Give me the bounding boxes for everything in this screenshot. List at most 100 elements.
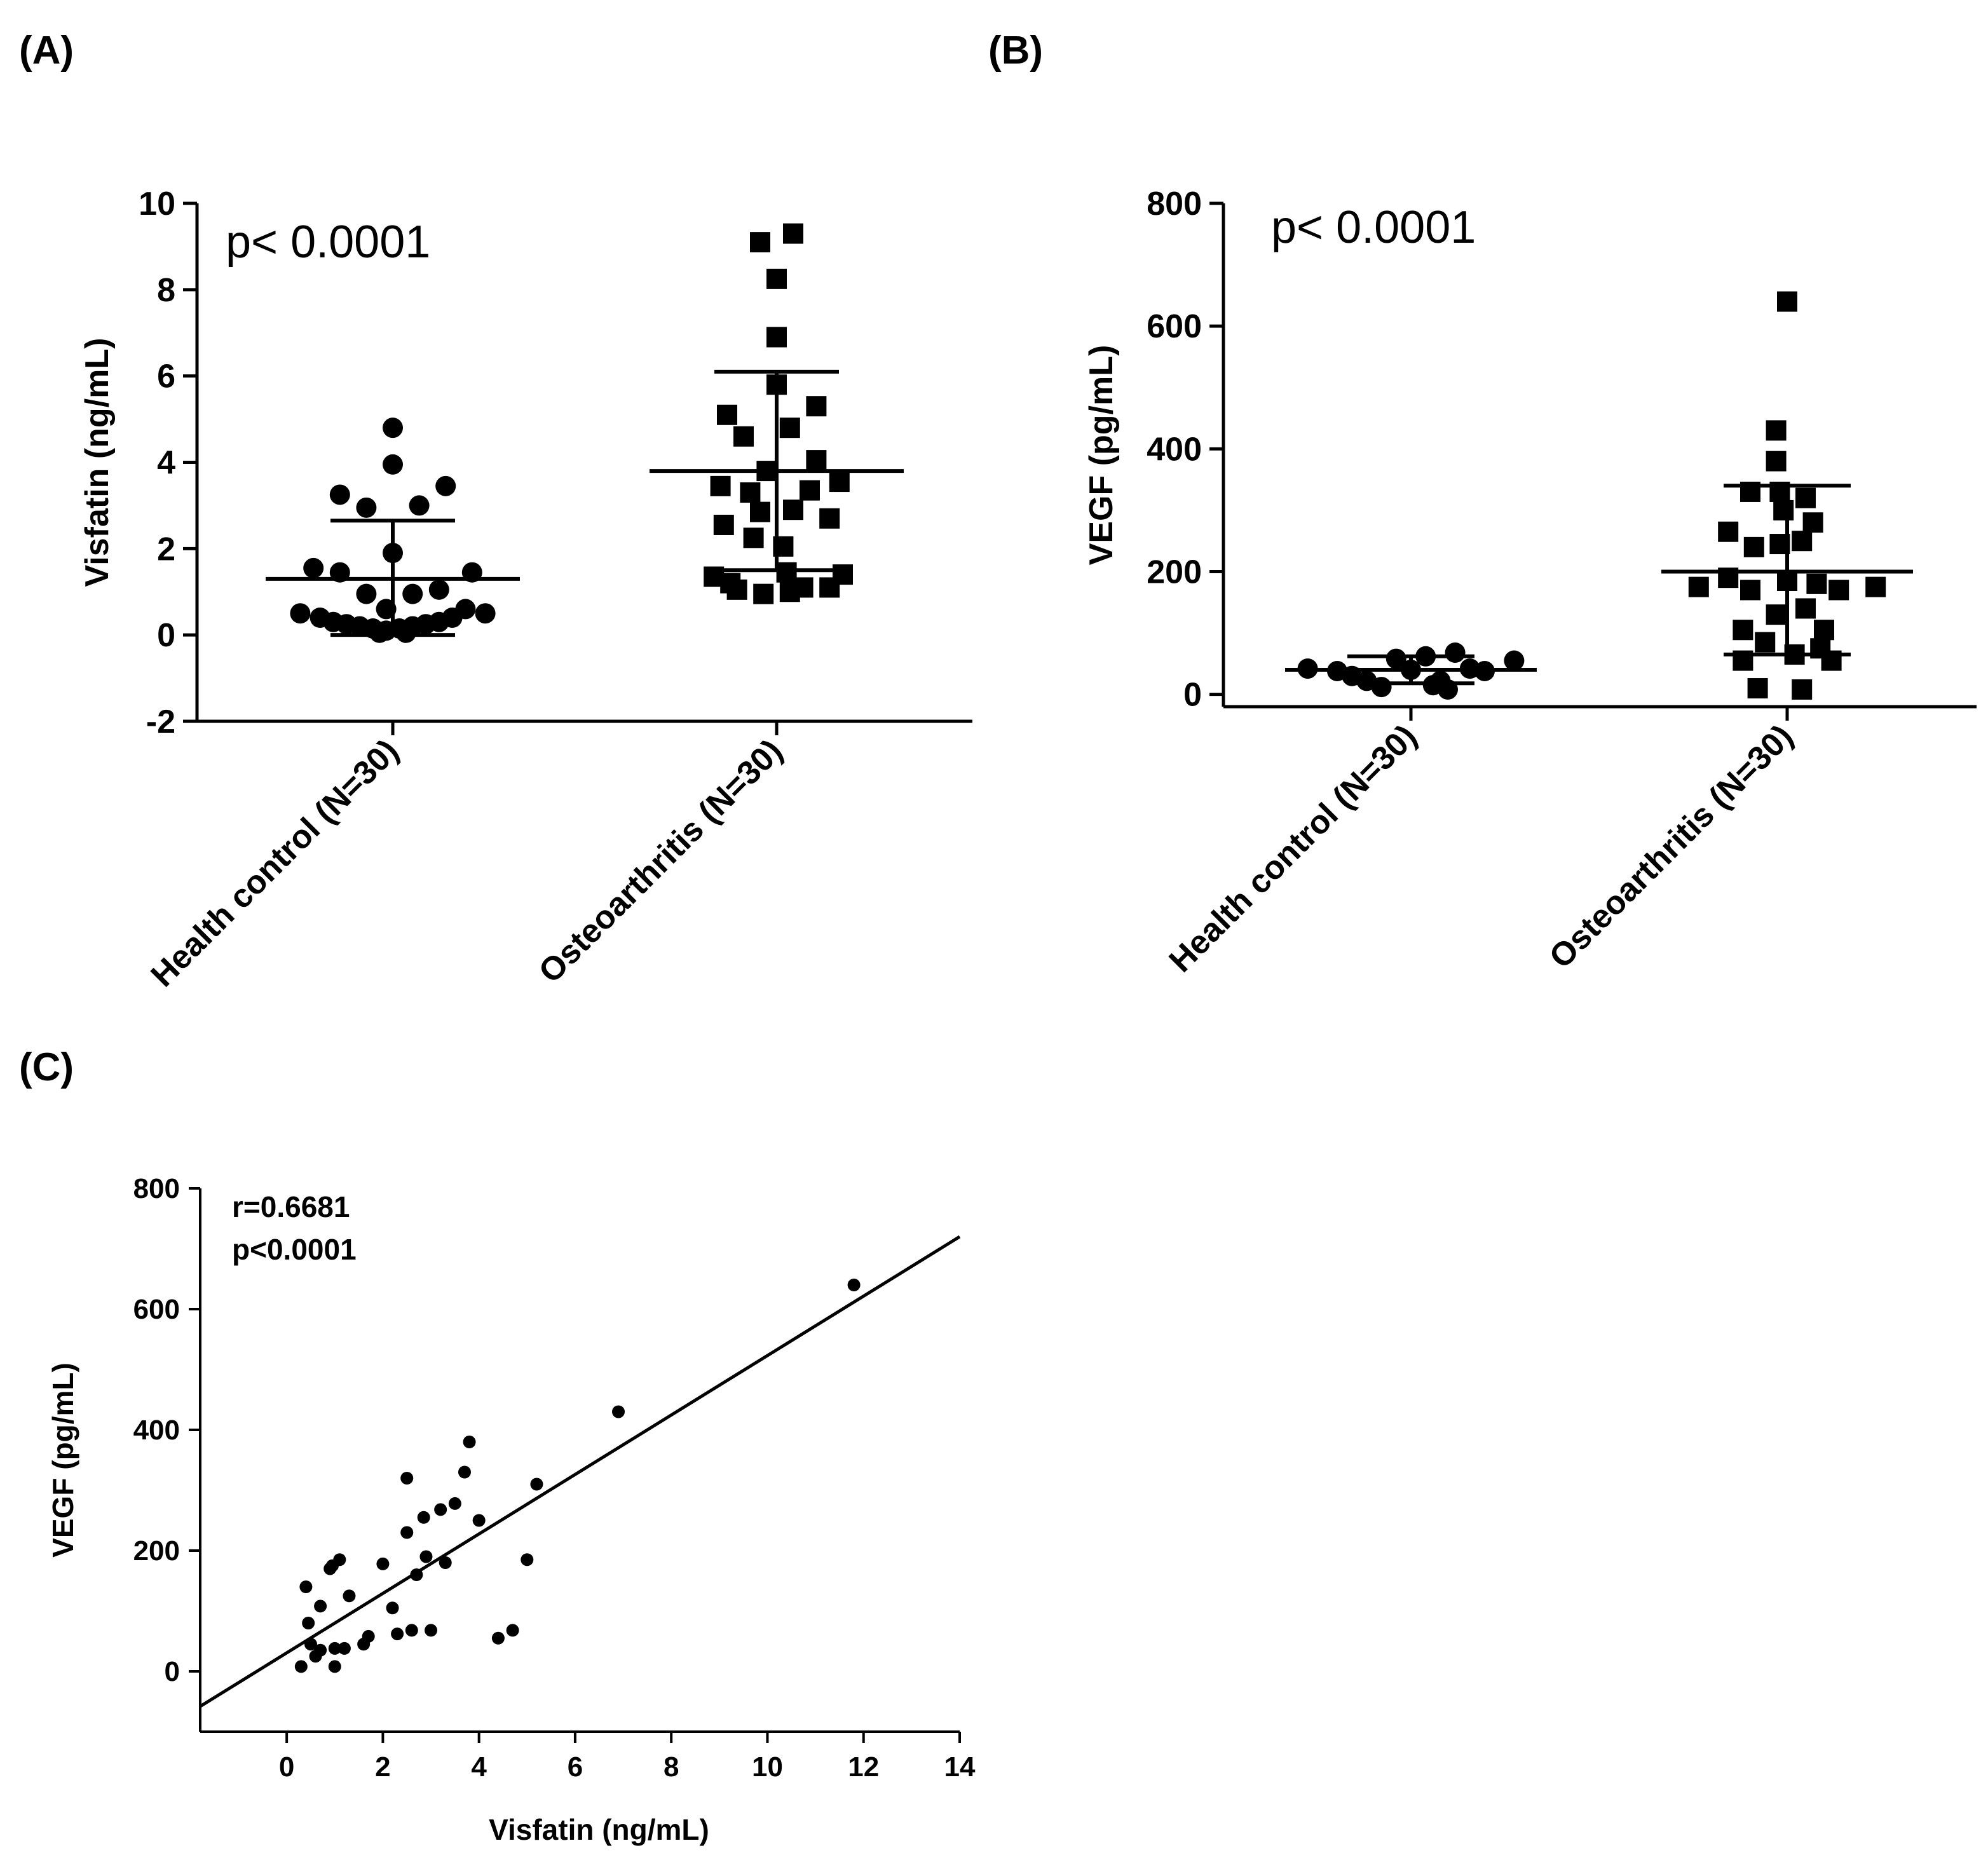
data-point [343,1589,356,1603]
data-point-square [740,482,761,503]
y-tick-label: 2 [157,531,175,567]
y-axis-title: VEGF (pg/mL) [1083,345,1120,566]
panel-b-label: (B) [988,29,1043,72]
data-point [391,1628,404,1641]
data-point-square [720,573,741,594]
x-tick-label: 14 [944,1751,976,1783]
data-point-circle [356,583,377,604]
data-point-square [1733,620,1753,641]
y-axis-title: Visfatin (ng/mL) [79,338,116,587]
data-point-circle [329,562,350,583]
y-tick-label: 200 [133,1535,180,1566]
data-point-square [1777,291,1797,312]
x-category-label: Health control (N=30) [144,732,406,994]
y-tick-label: -2 [146,703,175,740]
y-tick-label: 600 [133,1294,180,1325]
data-point-square [750,501,770,522]
panel-b-marks [1285,291,1913,700]
panel-c-p-value: p<0.0001 [232,1233,357,1266]
data-point-square [750,232,770,253]
data-point [458,1465,471,1479]
data-point [847,1279,861,1291]
x-category-label: Health control (N=30) [1162,717,1424,979]
x-tick-label: 10 [752,1751,783,1783]
panel-c-axes: 0 200 400 600 800 0 2 4 6 8 10 12 14 VEGF (pg/mL) Visf… [46,1173,976,1846]
data-point-circle [475,603,496,624]
data-point-square [806,396,827,417]
data-point-circle [409,495,430,516]
data-point-square [753,583,774,604]
data-point-square [1784,644,1805,665]
data-point-square [1769,481,1790,502]
panel-a-marks [266,223,904,643]
data-point-square [776,562,797,583]
data-point-square [1773,499,1794,520]
data-point-square [1769,534,1790,555]
y-tick-label: 200 [1147,554,1202,591]
data-point-square [1766,451,1787,472]
data-point-square [1814,620,1834,641]
data-point-square [1747,678,1768,699]
data-point-square [766,374,787,395]
data-point [337,1641,351,1655]
data-point-square [1743,536,1764,557]
data-point-circle [461,562,482,583]
data-point-circle [1385,648,1406,669]
data-point-circle [395,622,416,643]
data-point-circle [383,454,403,475]
data-point-square [1795,487,1816,508]
data-point-square [710,475,731,496]
data-point [362,1629,375,1643]
data-point-square [819,577,840,598]
data-point-square [1688,576,1709,597]
data-point [463,1436,476,1448]
data-point [328,1660,341,1673]
data-point [521,1553,534,1566]
data-point-square [1795,598,1816,619]
x-tick-label: 6 [568,1751,583,1783]
data-point-square [1802,512,1823,533]
panel-a-label: (A) [19,29,74,72]
data-point-square [783,223,803,244]
y-tick-label: 800 [133,1173,180,1204]
data-point-square [783,499,803,520]
data-point-square [717,404,737,425]
x-category-label: Osteoarthritis (N=30) [1542,717,1801,975]
data-point-circle [1474,660,1495,681]
y-tick-label: 4 [157,445,175,482]
data-point-square [1766,604,1787,625]
data-point [386,1601,399,1615]
x-tick-label: 8 [664,1751,679,1783]
data-point [405,1624,418,1637]
data-point [448,1497,461,1510]
data-point [530,1478,543,1491]
data-point-square [1766,420,1787,441]
data-point-square [1740,481,1760,502]
data-point-circle [1415,646,1436,667]
data-point-square [1810,638,1831,659]
data-point [472,1514,486,1527]
data-point-square [743,527,764,548]
data-point-square [1865,576,1886,597]
y-tick-label: 0 [165,1656,180,1687]
data-point-square [800,480,820,501]
data-point-square [1777,571,1797,591]
y-tick-label: 8 [157,272,175,309]
x-tick-label: 2 [375,1751,390,1783]
data-point-circle [383,543,403,564]
data-point [506,1624,519,1637]
data-point-square [733,426,754,447]
data-point-circle [383,418,403,438]
data-point [434,1503,447,1516]
data-point [612,1405,625,1418]
data-point-circle [290,603,311,624]
data-point-square [1755,632,1776,653]
data-point-circle [1297,658,1318,679]
data-point-circle [369,622,390,643]
panel-c-label: (C) [19,1045,74,1089]
data-point-circle [428,579,449,600]
data-point-circle [329,484,350,505]
data-point-circle [376,599,397,620]
data-point-square [819,508,840,529]
